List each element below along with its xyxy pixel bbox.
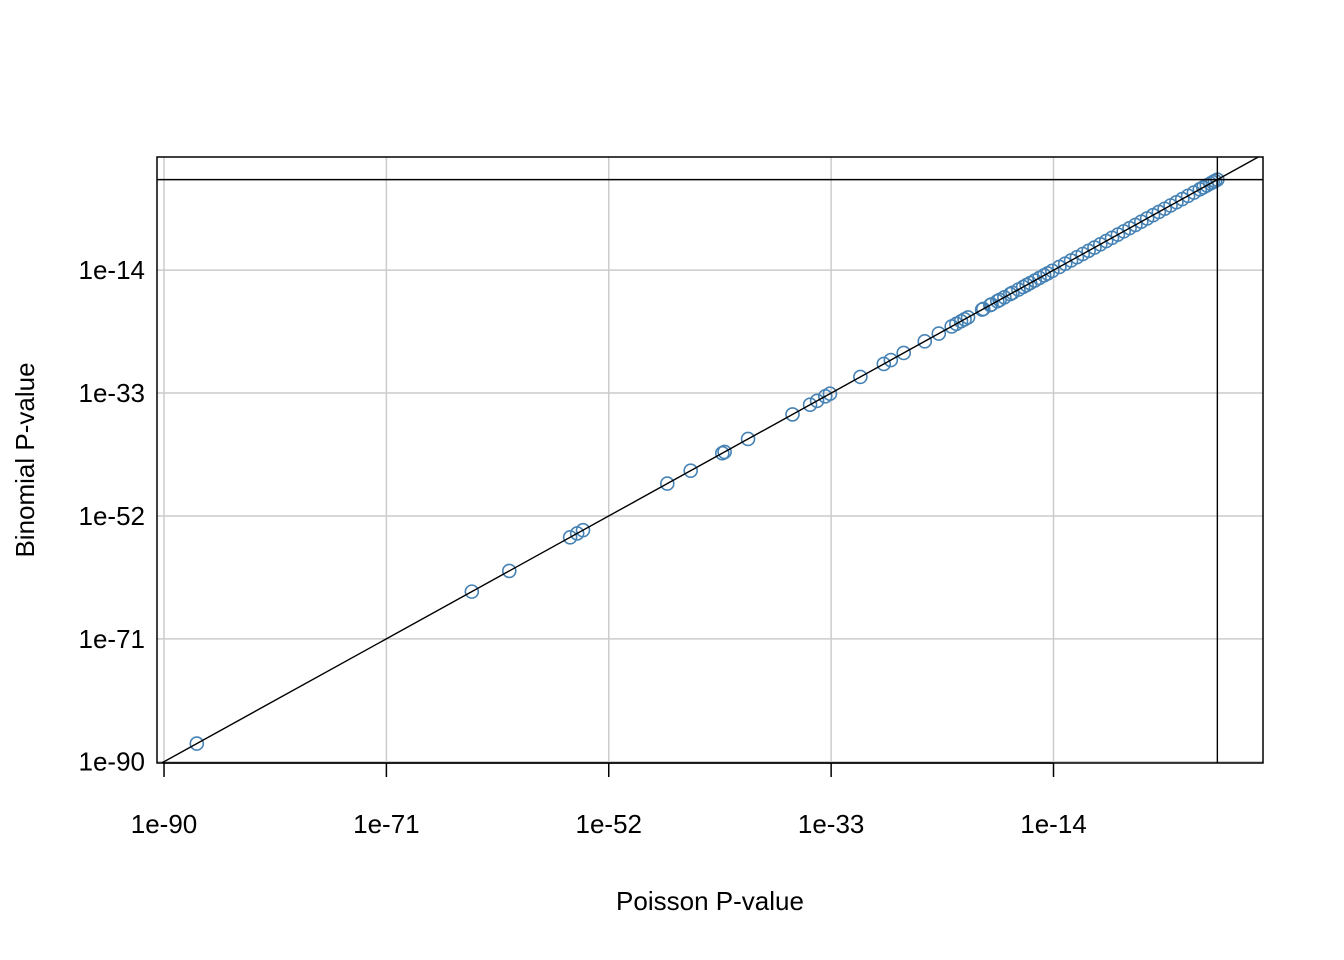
data-point [1002, 286, 1018, 302]
data-point [1045, 263, 1060, 279]
data-point [575, 522, 591, 538]
data-points [189, 172, 1225, 751]
x-tick-label: 1e-90 [131, 809, 198, 839]
data-point [740, 431, 756, 447]
identity-line [161, 156, 1259, 764]
data-point [917, 334, 933, 349]
data-point [853, 369, 868, 385]
data-point [960, 310, 976, 325]
grid [157, 157, 1263, 763]
data-point [802, 397, 818, 413]
y-tick-label: 1e-33 [79, 378, 146, 408]
data-point [785, 407, 800, 422]
data-point [876, 356, 892, 372]
data-point [1207, 173, 1223, 189]
x-tick-label: 1e-71 [353, 809, 420, 839]
data-point [990, 293, 1005, 309]
data-point [883, 352, 899, 368]
data-point [896, 345, 911, 361]
y-tick-label: 1e-14 [79, 255, 146, 285]
data-point [809, 393, 825, 409]
x-tick-label: 1e-52 [576, 809, 643, 839]
y-tick-label: 1e-52 [79, 501, 146, 531]
data-point [717, 444, 732, 460]
y-tick-label: 1e-71 [79, 624, 146, 654]
data-point [464, 584, 480, 599]
data-point [683, 463, 698, 478]
reference-lines [157, 156, 1263, 764]
data-point [501, 563, 517, 579]
x-tick-label: 1e-14 [1020, 809, 1087, 839]
x-tick-label: 1e-33 [798, 809, 865, 839]
data-point [931, 326, 947, 341]
data-point [189, 736, 205, 751]
y-axis-title: Binomial P-value [10, 362, 40, 557]
data-point [975, 301, 991, 317]
data-point [714, 445, 730, 461]
x-axis-title: Poisson P-value [616, 886, 804, 916]
data-point [659, 476, 675, 491]
data-point [822, 386, 838, 402]
data-point [562, 529, 578, 545]
axes: 1e-90 1e-71 1e-52 1e-33 1e-14 1e-90 1e-71 1e-52… [79, 255, 1087, 839]
y-tick-label: 1e-90 [79, 747, 146, 777]
